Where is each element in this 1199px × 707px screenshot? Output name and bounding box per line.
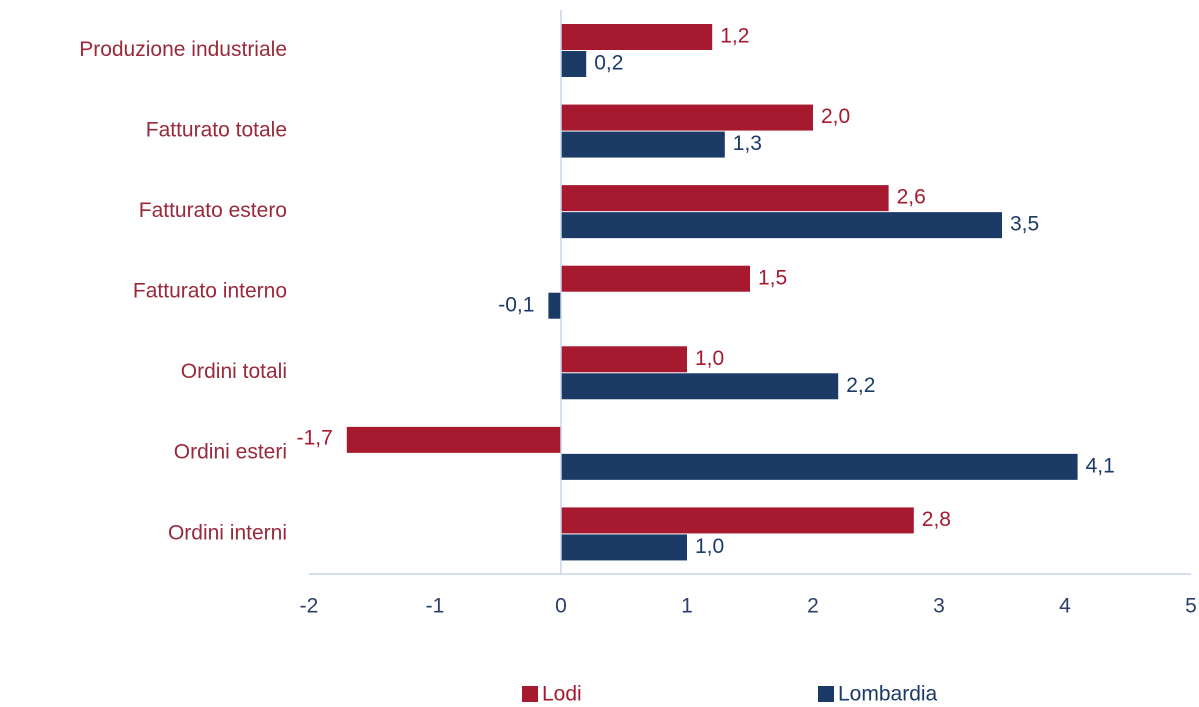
legend-label: Lombardia <box>838 683 938 706</box>
x-tick-label: 1 <box>681 595 693 618</box>
legend-label: Lodi <box>542 683 582 706</box>
bar <box>548 292 561 319</box>
bar <box>561 507 914 534</box>
data-label: -1,7 <box>297 426 333 449</box>
bar <box>561 185 889 212</box>
data-label: 2,2 <box>846 374 875 397</box>
category-label: Ordini totali <box>181 360 287 383</box>
data-label: 0,2 <box>594 52 623 75</box>
bar <box>561 265 750 292</box>
data-label: 2,8 <box>922 508 951 531</box>
data-label: 3,5 <box>1010 213 1039 236</box>
x-tick-label: 4 <box>1059 595 1071 618</box>
bar <box>561 104 813 131</box>
bar <box>561 373 839 400</box>
category-label: Fatturato totale <box>146 118 287 141</box>
bar <box>561 131 725 158</box>
category-label: Fatturato interno <box>133 280 287 303</box>
x-tick-label: 0 <box>555 595 567 618</box>
x-tick-label: 3 <box>933 595 945 618</box>
data-label: -0,1 <box>498 293 534 316</box>
category-label: Produzione industriale <box>79 38 287 61</box>
bar <box>561 51 587 77</box>
bar <box>561 453 1078 480</box>
category-label: Fatturato estero <box>139 199 287 222</box>
data-label: 1,3 <box>733 132 762 155</box>
data-label: 2,0 <box>821 105 850 128</box>
data-label: 2,6 <box>897 186 926 209</box>
data-label: 1,0 <box>695 347 724 370</box>
legend-swatch <box>522 686 538 702</box>
data-label: 1,0 <box>695 535 724 558</box>
bar <box>561 534 687 561</box>
data-label: 1,5 <box>758 266 787 289</box>
x-tick-label: 2 <box>807 595 819 618</box>
category-label: Ordini interni <box>168 521 287 544</box>
bar <box>561 24 713 50</box>
data-label: 1,2 <box>720 25 749 48</box>
x-tick-label: -2 <box>300 595 319 618</box>
category-label: Ordini esteri <box>174 441 287 464</box>
x-tick-label: 5 <box>1185 595 1197 618</box>
bar <box>346 426 561 453</box>
x-tick-label: -1 <box>426 595 445 618</box>
bar <box>561 346 687 373</box>
legend-swatch <box>818 686 834 702</box>
bar <box>561 212 1002 239</box>
data-label: 4,1 <box>1086 454 1115 477</box>
